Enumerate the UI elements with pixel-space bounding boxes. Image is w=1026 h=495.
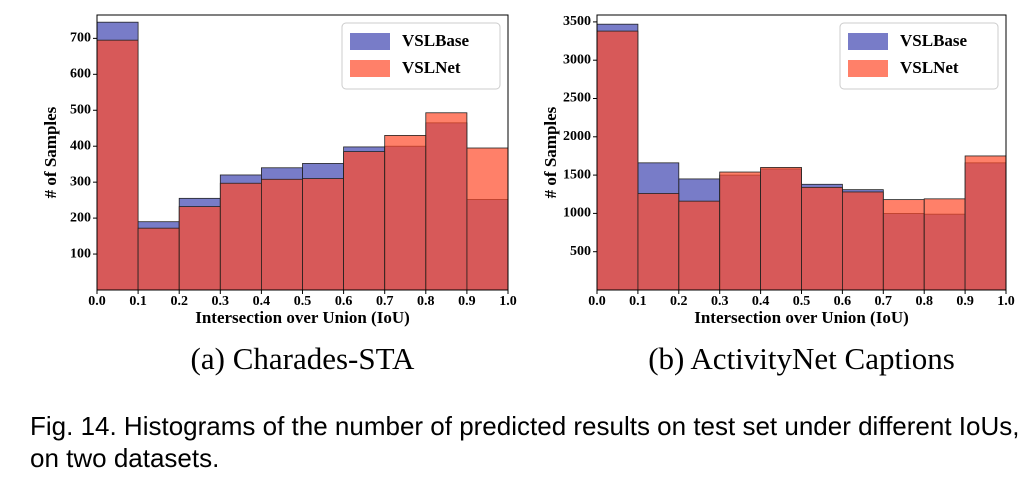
figure: 100 200 300 400 500 600 700 0.0 0.1 0.2 0.3 0.4 0.5 0… [41, 14, 1015, 376]
y-tick-label: 2000 [563, 129, 591, 144]
bar [801, 186, 843, 291]
x-tick-label: 0.4 [752, 294, 770, 309]
x-tick-label: 0.6 [335, 294, 353, 309]
subcaption: (b) ActivityNet Captions [648, 341, 955, 376]
x-tick-label: 0.5 [294, 294, 312, 309]
bar [882, 199, 925, 291]
x-tick-label: 0.9 [458, 294, 476, 309]
bar [302, 178, 344, 291]
bar [466, 147, 509, 291]
bar [760, 167, 802, 291]
bar [137, 227, 180, 291]
bar [596, 30, 639, 291]
y-tick-label: 600 [70, 67, 91, 82]
x-tick-label: 0.4 [253, 294, 271, 309]
x-tick-label: 0.9 [956, 294, 974, 309]
x-tick-label: 0.0 [588, 294, 606, 309]
legend-swatch [848, 60, 888, 77]
bar [260, 178, 303, 291]
bar [343, 151, 386, 291]
bar [923, 198, 966, 291]
y-tick-label: 100 [70, 246, 91, 261]
bar [178, 206, 221, 291]
x-tick-label: 1.0 [997, 294, 1015, 309]
x-tick-label: 0.1 [129, 294, 147, 309]
legend-label: VSLNet [900, 58, 959, 77]
y-tick-label: 500 [570, 244, 591, 259]
bar [678, 200, 721, 291]
x-tick-label: 0.3 [711, 294, 729, 309]
y-tick-label: 3500 [563, 14, 591, 29]
subcaption: (a) Charades-STA [191, 341, 416, 376]
bar [425, 112, 468, 291]
bar [96, 39, 139, 291]
y-tick-label: 200 [70, 210, 91, 225]
x-tick-label: 0.2 [170, 294, 188, 309]
x-axis-label: Intersection over Union (IoU) [195, 308, 410, 327]
legend-label: VSLBase [900, 31, 968, 50]
legend-swatch [350, 33, 390, 50]
x-tick-label: 1.0 [499, 294, 517, 309]
legend-swatch [848, 33, 888, 50]
x-tick-label: 0.2 [670, 294, 688, 309]
y-tick-label: 1500 [563, 167, 591, 182]
x-tick-label: 0.8 [915, 294, 933, 309]
x-tick-label: 0.7 [875, 294, 893, 309]
y-tick-label: 2500 [563, 91, 591, 106]
y-tick-label: 500 [70, 102, 91, 117]
x-tick-label: 0.0 [88, 294, 106, 309]
figure-caption: Fig. 14. Histograms of the number of pre… [30, 411, 1020, 473]
x-tick-label: 0.1 [629, 294, 647, 309]
bar [219, 182, 262, 291]
bar [637, 193, 680, 291]
y-tick-label: 400 [70, 138, 91, 153]
legend-swatch [350, 60, 390, 77]
x-tick-label: 0.6 [834, 294, 852, 309]
x-tick-label: 0.8 [417, 294, 435, 309]
x-tick-label: 0.7 [376, 294, 394, 309]
y-axis-label: # of Samples [541, 106, 560, 198]
x-tick-label: 0.5 [793, 294, 811, 309]
y-tick-label: 3000 [563, 52, 591, 67]
legend-label: VSLBase [402, 31, 470, 50]
x-tick-label: 0.3 [212, 294, 230, 309]
bar [842, 191, 884, 291]
y-tick-label: 1000 [563, 206, 591, 221]
x-axis-label: Intersection over Union (IoU) [694, 308, 909, 327]
bar [719, 171, 762, 291]
y-tick-label: 700 [70, 31, 91, 46]
bar [384, 135, 427, 291]
y-tick-label: 300 [70, 174, 91, 189]
bar [964, 155, 1007, 291]
legend-label: VSLNet [402, 58, 461, 77]
y-axis-label: # of Samples [41, 106, 60, 198]
